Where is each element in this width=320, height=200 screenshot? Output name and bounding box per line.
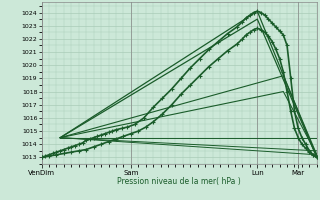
X-axis label: Pression niveau de la mer( hPa ): Pression niveau de la mer( hPa ): [117, 177, 241, 186]
